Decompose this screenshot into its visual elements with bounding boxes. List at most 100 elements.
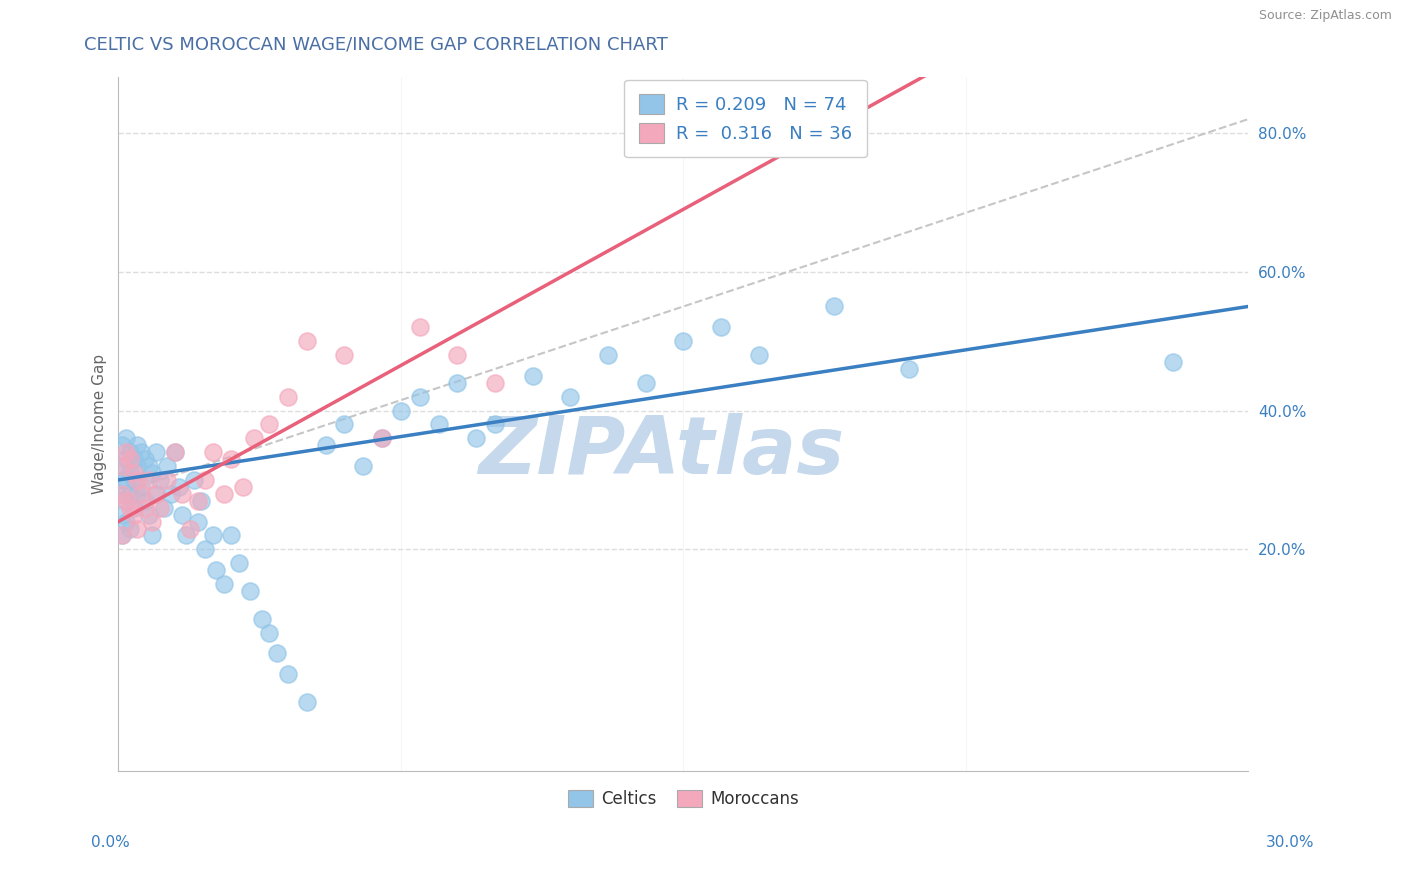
- Point: [205, 563, 228, 577]
- Point: [141, 515, 163, 529]
- Point: [446, 348, 468, 362]
- Point: [560, 390, 582, 404]
- Point: [127, 438, 149, 452]
- Point: [598, 348, 620, 362]
- Point: [111, 528, 134, 542]
- Y-axis label: Wage/Income Gap: Wage/Income Gap: [93, 354, 107, 494]
- Point: [484, 417, 506, 432]
- Point: [127, 458, 149, 473]
- Point: [127, 487, 149, 501]
- Point: [118, 466, 141, 480]
- Point: [295, 695, 318, 709]
- Point: [257, 417, 280, 432]
- Point: [221, 452, 243, 467]
- Point: [145, 487, 167, 501]
- Point: [122, 466, 145, 480]
- Point: [115, 473, 138, 487]
- Point: [172, 487, 194, 501]
- Point: [138, 473, 160, 487]
- Point: [134, 452, 156, 467]
- Point: [141, 528, 163, 542]
- Point: [115, 452, 138, 467]
- Point: [389, 403, 412, 417]
- Point: [186, 515, 208, 529]
- Point: [163, 445, 186, 459]
- Point: [257, 625, 280, 640]
- Point: [111, 458, 134, 473]
- Point: [190, 493, 212, 508]
- Point: [239, 584, 262, 599]
- Point: [228, 556, 250, 570]
- Point: [118, 521, 141, 535]
- Point: [748, 348, 770, 362]
- Point: [118, 452, 141, 467]
- Point: [172, 508, 194, 522]
- Point: [122, 473, 145, 487]
- Legend: Celtics, Moroccans: Celtics, Moroccans: [561, 783, 806, 815]
- Point: [409, 390, 432, 404]
- Point: [134, 500, 156, 515]
- Point: [111, 508, 134, 522]
- Point: [212, 577, 235, 591]
- Point: [163, 445, 186, 459]
- Point: [127, 473, 149, 487]
- Point: [183, 473, 205, 487]
- Point: [352, 458, 374, 473]
- Point: [141, 466, 163, 480]
- Point: [152, 500, 174, 515]
- Point: [266, 647, 288, 661]
- Point: [823, 300, 845, 314]
- Point: [250, 612, 273, 626]
- Point: [111, 458, 134, 473]
- Point: [129, 480, 152, 494]
- Point: [115, 431, 138, 445]
- Point: [634, 376, 657, 390]
- Point: [122, 508, 145, 522]
- Point: [243, 431, 266, 445]
- Point: [221, 528, 243, 542]
- Point: [122, 500, 145, 515]
- Point: [129, 487, 152, 501]
- Point: [156, 473, 179, 487]
- Point: [129, 445, 152, 459]
- Point: [371, 431, 394, 445]
- Point: [427, 417, 450, 432]
- Point: [446, 376, 468, 390]
- Point: [111, 438, 134, 452]
- Point: [465, 431, 488, 445]
- Point: [371, 431, 394, 445]
- Point: [315, 438, 337, 452]
- Point: [149, 473, 172, 487]
- Point: [118, 487, 141, 501]
- Point: [111, 473, 134, 487]
- Text: CELTIC VS MOROCCAN WAGE/INCOME GAP CORRELATION CHART: CELTIC VS MOROCCAN WAGE/INCOME GAP CORRE…: [84, 36, 668, 54]
- Point: [115, 493, 138, 508]
- Point: [149, 500, 172, 515]
- Point: [194, 473, 217, 487]
- Point: [127, 521, 149, 535]
- Point: [898, 362, 921, 376]
- Point: [111, 487, 134, 501]
- Point: [115, 445, 138, 459]
- Point: [409, 320, 432, 334]
- Point: [174, 528, 197, 542]
- Point: [201, 528, 224, 542]
- Point: [484, 376, 506, 390]
- Point: [232, 480, 254, 494]
- Point: [160, 487, 183, 501]
- Point: [1161, 355, 1184, 369]
- Text: Source: ZipAtlas.com: Source: ZipAtlas.com: [1258, 9, 1392, 22]
- Point: [122, 452, 145, 467]
- Point: [118, 500, 141, 515]
- Point: [710, 320, 733, 334]
- Point: [134, 493, 156, 508]
- Point: [167, 480, 190, 494]
- Point: [277, 667, 299, 681]
- Point: [156, 458, 179, 473]
- Point: [138, 508, 160, 522]
- Point: [201, 445, 224, 459]
- Point: [277, 390, 299, 404]
- Text: 30.0%: 30.0%: [1267, 836, 1315, 850]
- Point: [194, 542, 217, 557]
- Text: 0.0%: 0.0%: [91, 836, 131, 850]
